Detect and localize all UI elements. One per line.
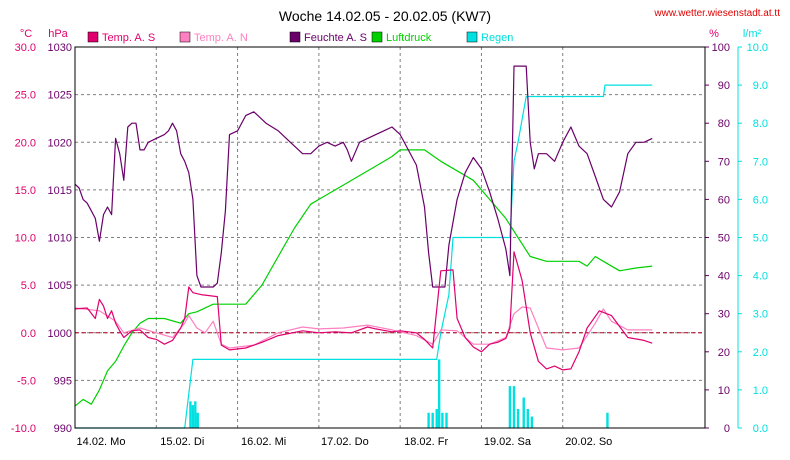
- humidity-tick-label: 80: [718, 118, 730, 130]
- legend-label: Feuchte A. S: [304, 32, 367, 44]
- rain-tick-label: 2.0: [753, 347, 768, 359]
- temp-tick-label: 20.0: [15, 137, 36, 149]
- rain-unit: l/m²: [743, 28, 762, 40]
- rain-bar: [512, 386, 516, 428]
- chart-title: Woche 14.02.05 - 20.02.05 (KW7): [279, 8, 491, 24]
- humidity-tick-label: 10: [718, 385, 730, 397]
- rain-bar: [441, 412, 444, 428]
- pressure-tick-label: 1005: [48, 280, 72, 292]
- rain-bar: [516, 408, 520, 428]
- rain-bar: [606, 412, 609, 428]
- rain-tick-label: 8.0: [753, 118, 768, 130]
- series-line-feuchte: [74, 65, 653, 288]
- grid: [75, 47, 705, 428]
- legend-swatch: [371, 31, 383, 43]
- legend-swatch: [179, 31, 191, 43]
- series-lines: [74, 65, 653, 429]
- tick-labels: 30.025.020.015.010.05.00.0-5.0-10.010301…: [11, 42, 768, 448]
- rain-tick-label: 3.0: [753, 309, 768, 321]
- x-tick-label: 18.02. Fr: [404, 436, 448, 448]
- temp-tick-label: 10.0: [15, 233, 36, 245]
- x-tick-label: 16.02. Mi: [241, 436, 286, 448]
- humidity-unit: %: [709, 28, 719, 40]
- pressure-tick-label: 1015: [48, 185, 72, 197]
- humidity-tick-label: 70: [718, 156, 730, 168]
- rain-tick-label: 9.0: [753, 80, 768, 92]
- pressure-tick-label: 990: [54, 423, 72, 435]
- rain-bar: [196, 412, 199, 428]
- legend-swatch: [87, 31, 99, 43]
- series-line-regen: [75, 84, 653, 429]
- pressure-unit: hPa: [48, 28, 68, 40]
- legend-label: Temp. A. N: [194, 32, 248, 44]
- pressure-tick-label: 1020: [48, 137, 72, 149]
- legend: Temp. A. S Temp. A. N Feuchte A. S Luftdruc…: [87, 31, 513, 44]
- rain-bar: [431, 412, 434, 428]
- x-tick-label: 14.02. Mo: [77, 436, 126, 448]
- rain-bar: [437, 359, 441, 428]
- x-tick-label: 15.02. Di: [160, 436, 204, 448]
- pressure-tick-label: 1000: [48, 328, 72, 340]
- rain-bar: [191, 405, 195, 428]
- rain-bar: [522, 397, 525, 428]
- temp-tick-label: -10.0: [11, 423, 36, 435]
- rain-bar: [194, 401, 197, 428]
- humidity-tick-label: 60: [718, 194, 730, 206]
- temp-tick-label: -5.0: [17, 375, 36, 387]
- rain-tick-label: 10.0: [747, 42, 768, 54]
- humidity-tick-label: 30: [718, 309, 730, 321]
- pressure-tick-label: 1025: [48, 90, 72, 102]
- rain-bar: [435, 408, 438, 428]
- rain-tick-label: 0.0: [753, 423, 768, 435]
- temp-unit: °C: [20, 28, 32, 40]
- humidity-tick-label: 90: [718, 80, 730, 92]
- series-line-temp_s: [74, 251, 653, 371]
- x-tick-label: 19.02. Sa: [484, 436, 532, 448]
- rain-bar: [508, 386, 512, 428]
- plot-frame: [74, 46, 706, 429]
- rain-tick-label: 5.0: [753, 233, 768, 245]
- humidity-tick-label: 20: [718, 347, 730, 359]
- humidity-tick-label: 40: [718, 271, 730, 283]
- legend-swatch: [289, 31, 301, 43]
- x-tick-label: 17.02. Do: [321, 436, 369, 448]
- temp-tick-label: 5.0: [21, 280, 36, 292]
- legend-label: Luftdruck: [386, 32, 432, 44]
- rain-bar: [189, 401, 192, 428]
- temp-tick-label: 0.0: [21, 328, 36, 340]
- rain-tick-label: 6.0: [753, 194, 768, 206]
- rain-tick-label: 4.0: [753, 271, 768, 283]
- rain-tick-label: 1.0: [753, 385, 768, 397]
- humidity-tick-label: 0: [724, 423, 730, 435]
- rain-bar: [427, 412, 430, 428]
- rain-bar: [445, 412, 448, 428]
- rain-bars: [189, 359, 609, 428]
- pressure-tick-label: 1030: [48, 42, 72, 54]
- rain-bar: [530, 416, 534, 428]
- pressure-tick-label: 1010: [48, 233, 72, 245]
- temp-tick-label: 15.0: [15, 185, 36, 197]
- rain-bar: [526, 408, 529, 428]
- temp-tick-label: 30.0: [15, 42, 36, 54]
- humidity-tick-label: 100: [712, 42, 730, 54]
- legend-label: Regen: [481, 32, 513, 44]
- x-tick-label: 20.02. So: [565, 436, 612, 448]
- humidity-tick-label: 50: [718, 233, 730, 245]
- legend-swatch: [466, 31, 478, 43]
- pressure-tick-label: 995: [54, 375, 72, 387]
- legend-label: Temp. A. S: [102, 32, 155, 44]
- series-line-luftdruck: [74, 149, 653, 407]
- rain-tick-label: 7.0: [753, 156, 768, 168]
- axis-units: °C hPa% l/m²: [20, 28, 762, 40]
- source-url: www.wetter.wiesenstadt.at.tt: [653, 8, 780, 19]
- temp-tick-label: 25.0: [15, 90, 36, 102]
